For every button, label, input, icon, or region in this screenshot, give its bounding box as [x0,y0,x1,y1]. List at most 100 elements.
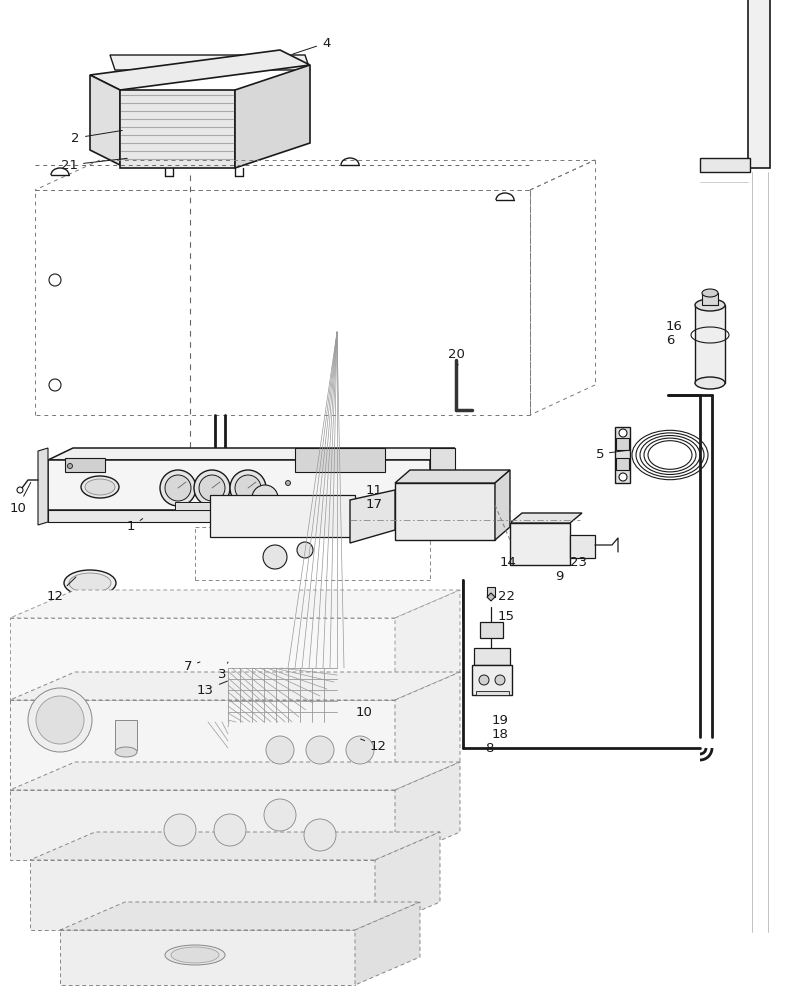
Text: 2: 2 [71,130,122,145]
Bar [699,158,749,172]
Ellipse shape [338,735,380,755]
Circle shape [160,470,195,506]
Polygon shape [30,832,440,860]
Circle shape [285,495,290,500]
Circle shape [495,675,504,685]
Text: 9: 9 [554,570,563,582]
Circle shape [478,675,488,685]
Polygon shape [60,930,354,985]
Ellipse shape [69,573,111,593]
Circle shape [234,475,260,501]
Ellipse shape [115,747,137,757]
Polygon shape [394,470,509,483]
Circle shape [194,470,230,506]
Ellipse shape [85,479,115,495]
Polygon shape [234,65,310,168]
Text: 10: 10 [9,482,31,514]
Text: 21: 21 [61,158,127,172]
Bar [694,305,724,383]
Bar [487,587,495,597]
Circle shape [306,736,333,764]
Circle shape [266,736,294,764]
Polygon shape [509,513,581,523]
Circle shape [49,379,61,391]
Polygon shape [474,648,509,665]
Bar [702,293,717,305]
Bar [294,448,384,472]
Polygon shape [198,662,217,685]
Polygon shape [471,665,512,695]
Text: 7: 7 [183,660,200,672]
Text: 12: 12 [360,739,387,752]
Circle shape [264,799,296,831]
Ellipse shape [165,945,225,965]
Bar [616,458,629,470]
Ellipse shape [171,947,219,963]
Text: 10: 10 [355,706,372,718]
Circle shape [49,274,61,286]
Text: 14: 14 [500,556,517,568]
Polygon shape [48,510,430,522]
Circle shape [17,487,23,493]
Polygon shape [60,902,419,930]
Polygon shape [220,660,345,730]
Circle shape [164,814,195,846]
Text: 20: 20 [447,349,464,365]
Polygon shape [48,448,454,460]
Polygon shape [30,860,375,930]
Circle shape [36,696,84,744]
Bar [210,495,354,537]
Text: 16: 16 [665,320,682,334]
Ellipse shape [694,299,724,311]
Circle shape [263,545,286,569]
Text: 23: 23 [569,556,586,568]
Text: 22: 22 [497,589,514,602]
Circle shape [67,464,72,468]
Polygon shape [479,622,502,638]
Polygon shape [120,90,234,168]
Text: 3: 3 [217,662,228,682]
Polygon shape [509,523,569,565]
Polygon shape [569,535,594,558]
Bar [175,502,255,510]
Text: 17: 17 [366,498,383,512]
Circle shape [345,736,374,764]
Polygon shape [10,672,460,700]
Text: 15: 15 [497,609,514,622]
Polygon shape [109,55,310,70]
Text: 6: 6 [665,334,674,348]
Polygon shape [394,590,460,700]
Ellipse shape [64,570,116,596]
Polygon shape [614,427,629,483]
Text: 8: 8 [484,741,493,754]
Bar [475,691,508,695]
Text: 5: 5 [594,448,626,460]
Polygon shape [38,448,48,525]
Circle shape [28,688,92,752]
Circle shape [303,819,336,851]
Text: 11: 11 [366,484,383,496]
Polygon shape [394,762,460,860]
Ellipse shape [333,732,385,758]
Polygon shape [10,700,394,790]
Bar [65,458,105,472]
Polygon shape [228,668,337,722]
Polygon shape [354,902,419,985]
Polygon shape [394,483,495,540]
Polygon shape [10,762,460,790]
Polygon shape [228,668,337,722]
Text: 4: 4 [292,37,330,54]
Polygon shape [48,460,430,510]
Text: 12: 12 [47,577,76,603]
Text: 13: 13 [197,681,227,696]
Circle shape [199,475,225,501]
Text: 19: 19 [491,713,508,726]
Ellipse shape [694,377,724,389]
Ellipse shape [702,289,717,297]
Text: 18: 18 [491,727,508,740]
Circle shape [618,473,626,481]
Polygon shape [10,790,394,860]
Circle shape [165,475,191,501]
Polygon shape [10,618,394,700]
Polygon shape [394,672,460,790]
